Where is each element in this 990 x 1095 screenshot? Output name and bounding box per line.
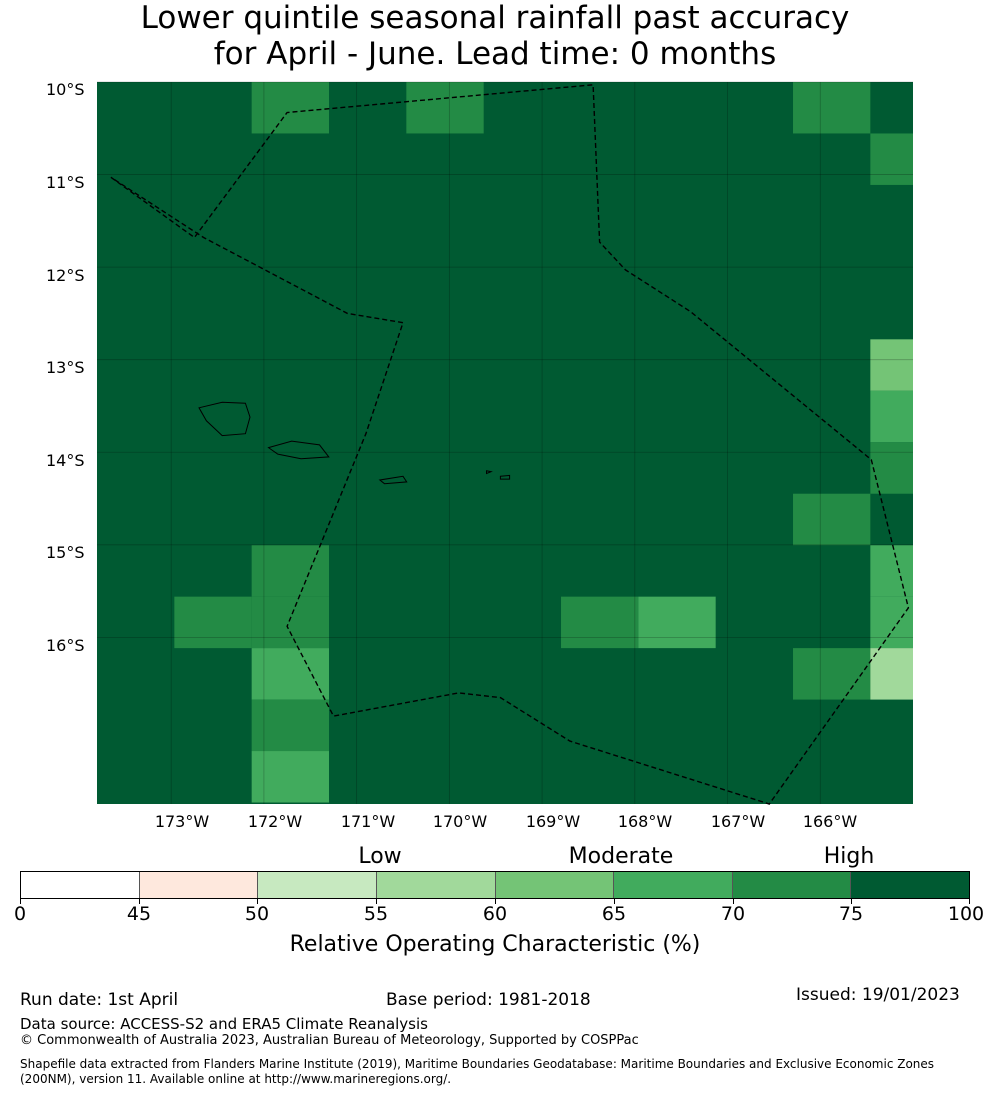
grid-cell	[870, 442, 913, 494]
colorbar-tick: 100	[947, 903, 985, 925]
lat-label: 14°S	[46, 451, 85, 470]
island-outline	[267, 440, 330, 460]
colorbar-bin	[258, 872, 377, 898]
colorbar-bin	[139, 872, 259, 898]
lon-label: 172°W	[247, 812, 303, 831]
grid-cell	[870, 339, 913, 391]
lon-label: 170°W	[432, 812, 488, 831]
grid-cell	[870, 596, 913, 649]
eez-boundary	[110, 84, 910, 805]
island-outline	[378, 475, 408, 485]
data-source: Data source: ACCESS-S2 and ERA5 Climate …	[20, 1015, 428, 1033]
island-outline	[198, 401, 251, 437]
colorbar-bin	[376, 872, 496, 898]
grid-cell	[638, 596, 716, 649]
grid-cell	[251, 699, 330, 752]
colorbar-tick: 60	[482, 903, 508, 925]
map-background	[97, 82, 913, 804]
legend-category-low: Low	[358, 844, 402, 869]
lon-label: 169°W	[525, 812, 581, 831]
lon-label: 171°W	[340, 812, 396, 831]
run-date: Run date: 1st April	[20, 990, 179, 1010]
lat-label: 12°S	[46, 266, 85, 285]
shapefile-credit-line-2: (200NM), version 11. Available online at…	[20, 1072, 452, 1086]
map-title-line-2: for April - June. Lead time: 0 months	[213, 36, 777, 72]
issued-date: Issued: 19/01/2023	[796, 985, 960, 1005]
lat-label: 15°S	[46, 543, 85, 562]
grid-cell	[251, 82, 330, 134]
grid-cell	[174, 596, 252, 649]
colorbar-bin	[851, 872, 969, 898]
island-outline	[499, 474, 511, 480]
colorbar-tick: 55	[363, 903, 389, 925]
colorbar-tick: 0	[13, 903, 27, 925]
map-panel	[97, 81, 913, 805]
colorbar-tick: 75	[838, 903, 864, 925]
lon-label: 168°W	[617, 812, 673, 831]
base-period: Base period: 1981-2018	[386, 990, 591, 1010]
colorbar-bin	[732, 872, 852, 898]
colorbar-bin	[21, 872, 140, 898]
grid-cell	[870, 133, 913, 185]
colorbar-tick: 50	[244, 903, 270, 925]
lat-label: 10°S	[46, 80, 85, 99]
lon-label: 167°W	[710, 812, 766, 831]
grid-cell	[793, 82, 871, 134]
colorbar	[20, 871, 970, 899]
grid-cell	[793, 648, 871, 700]
copyright-notice: © Commonwealth of Australia 2023, Austra…	[20, 1033, 639, 1048]
colorbar-tick: 70	[720, 903, 746, 925]
lon-label: 166°W	[802, 812, 858, 831]
grid-cell	[251, 751, 330, 803]
grid-cell	[251, 648, 330, 700]
legend-category-moderate: Moderate	[568, 844, 674, 869]
map-title-line-1: Lower quintile seasonal rainfall past ac…	[140, 0, 850, 36]
lat-label: 16°S	[46, 636, 85, 655]
grid-cell	[870, 390, 913, 443]
colorbar-tick: 45	[126, 903, 152, 925]
legend-category-high: High	[823, 844, 875, 869]
grid-cell	[561, 596, 639, 649]
grid-cell	[251, 596, 330, 649]
shapefile-credit-line-1: Shapefile data extracted from Flanders M…	[20, 1057, 935, 1071]
lon-label: 173°W	[154, 812, 210, 831]
island-outline	[486, 470, 493, 475]
colorbar-bin	[614, 872, 733, 898]
grid-cell	[870, 545, 913, 597]
colorbar-label: Relative Operating Characteristic (%)	[289, 932, 701, 957]
lat-label: 11°S	[46, 173, 85, 192]
grid-cell	[870, 648, 913, 700]
lat-label: 13°S	[46, 358, 85, 377]
grid-cell	[406, 82, 484, 134]
colorbar-tick: 65	[601, 903, 627, 925]
grid-cell	[793, 493, 871, 546]
colorbar-bin	[495, 872, 615, 898]
